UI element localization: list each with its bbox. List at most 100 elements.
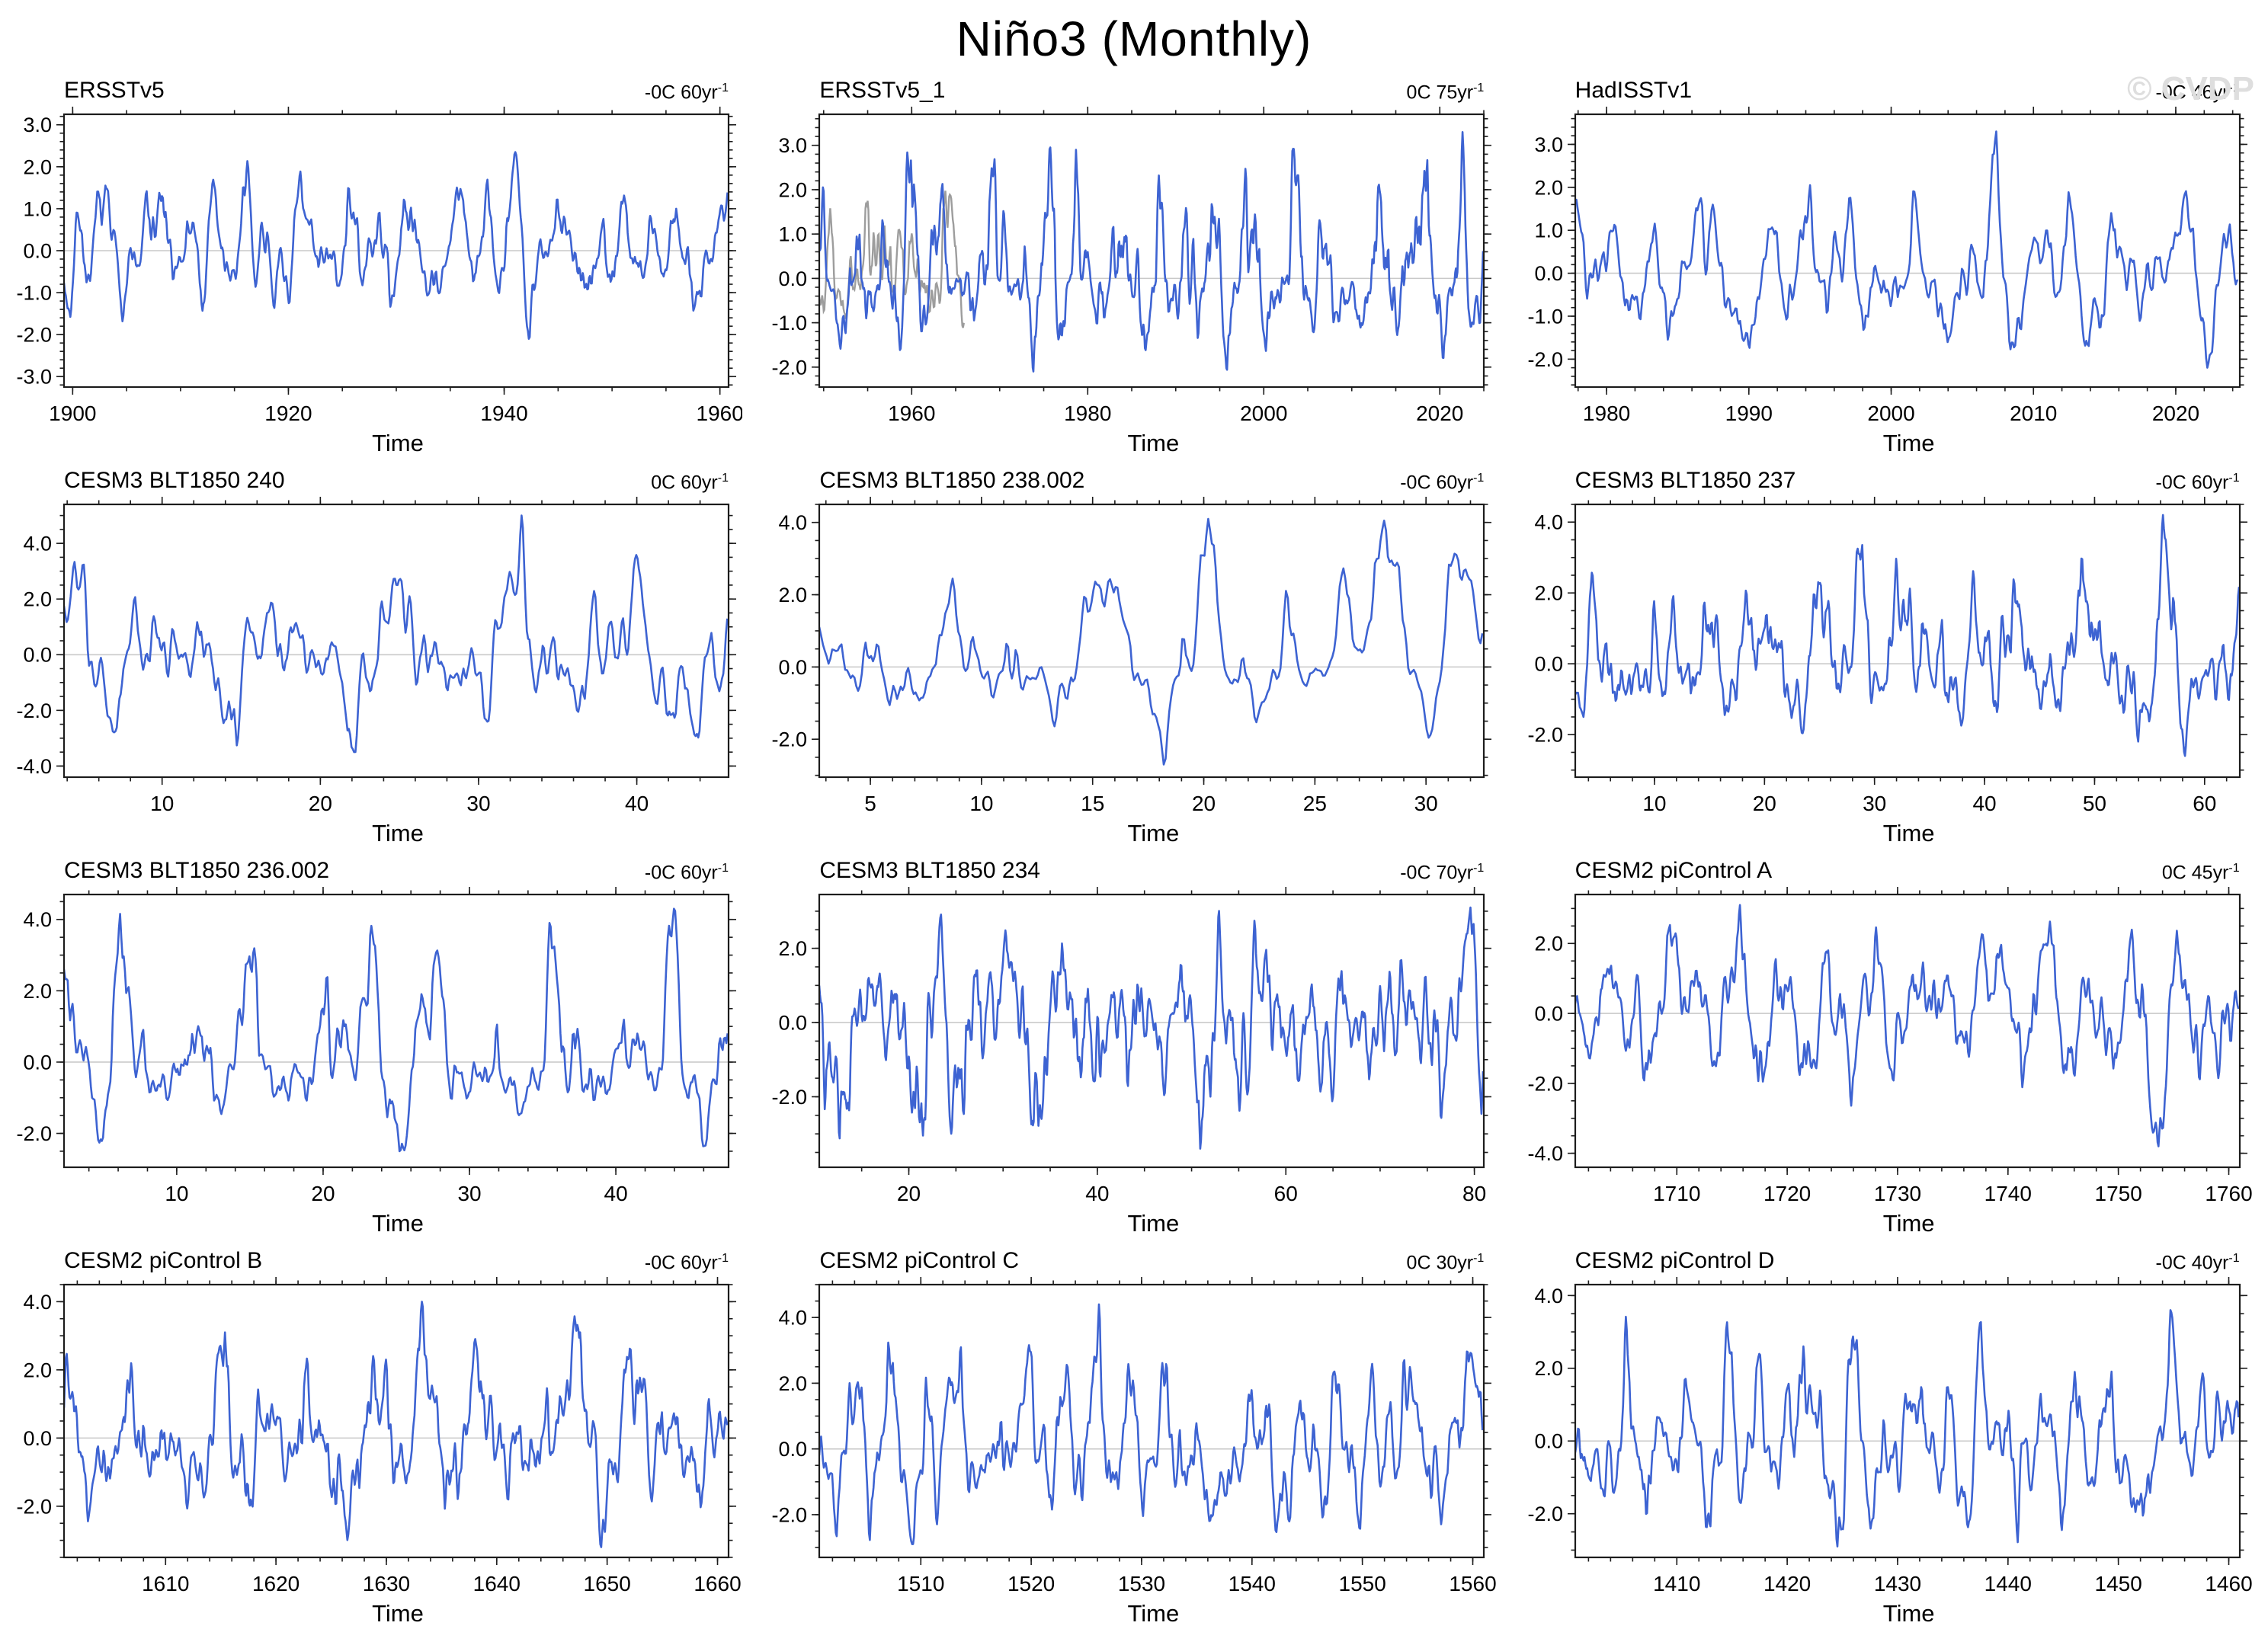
x-tick-label: 1990: [1725, 402, 1772, 425]
y-tick-label: 1.0: [779, 223, 808, 246]
y-tick-label: -2.0: [772, 728, 808, 751]
timeseries-plot: -2.0 0.0 2.0 20 40 60 80: [772, 887, 1492, 1205]
panel-trend-annotation: -0C 40yr-1: [2156, 1252, 2240, 1274]
x-axis-label: Time: [1127, 1210, 1180, 1237]
x-tick-label: 40: [604, 1182, 628, 1205]
x-tick-label: 1980: [1064, 402, 1111, 425]
trend-exponent: -1: [2228, 1251, 2240, 1265]
chart-panel: CESM3 BLT1850 234 -0C 70yr-1 -2.0 0.0 2.0 2…: [766, 853, 1498, 1239]
panel-header: HadISSTv1 -0C 46yr-1: [1522, 73, 2254, 104]
trend-text: -0C 46yr: [2155, 82, 2229, 103]
cvdp-watermark: © CVDP: [2127, 70, 2254, 107]
y-tick-label: -2.0: [16, 1122, 52, 1145]
x-tick-label: 1460: [2205, 1572, 2252, 1595]
y-tick-label: 0.0: [779, 1438, 808, 1461]
x-tick-label: 10: [970, 792, 994, 815]
y-tick-label: 2.0: [1534, 582, 1563, 605]
x-tick-label: 1520: [1007, 1572, 1055, 1595]
panel-header: CESM3 BLT1850 237 -0C 60yr-1: [1522, 463, 2254, 494]
x-axis-label: Time: [372, 1600, 424, 1627]
trend-text: -0C 60yr: [1400, 472, 1474, 493]
x-tick-label: 20: [897, 1182, 921, 1205]
panel-title: CESM3 BLT1850 240: [64, 468, 285, 493]
y-tick-label: -2.0: [772, 356, 808, 379]
x-axis-label: Time: [372, 1210, 424, 1237]
x-tick-label: 40: [1972, 792, 1996, 815]
y-tick-label: 0.0: [779, 267, 808, 290]
panel-header: CESM3 BLT1850 238.002 -0C 60yr-1: [766, 463, 1498, 494]
x-tick-label: 1730: [1873, 1182, 1920, 1205]
x-tick-label: 30: [457, 1182, 481, 1205]
y-tick-label: -2.0: [16, 1495, 52, 1518]
x-tick-label: 20: [1752, 792, 1776, 815]
panel-title: CESM2 piControl B: [64, 1248, 263, 1273]
x-tick-label: 1750: [2094, 1182, 2141, 1205]
x-tick-label: 20: [309, 792, 332, 815]
y-tick-label: 2.0: [23, 155, 52, 178]
panel-trend-annotation: 0C 60yr-1: [651, 472, 729, 494]
y-tick-label: -2.0: [1527, 1072, 1563, 1095]
y-tick-label: 4.0: [1534, 1285, 1563, 1307]
y-tick-label: 0.0: [23, 1051, 52, 1074]
y-tick-label: -1.0: [16, 282, 52, 305]
y-tick-label: 2.0: [23, 980, 52, 1003]
panel-header: CESM2 piControl D -0C 40yr-1: [1522, 1243, 2254, 1274]
y-tick-label: 3.0: [23, 114, 52, 136]
y-tick-label: -1.0: [772, 312, 808, 334]
x-tick-label: 1550: [1339, 1572, 1386, 1595]
timeseries-plot: -2.0 0.0 2.0 4.0 1610 1620 1630 1640 1650 1660: [16, 1277, 742, 1595]
trend-text: 0C 60yr: [651, 472, 718, 493]
x-tick-label: 2010: [2010, 402, 2057, 425]
trend-text: 0C 45yr: [2161, 862, 2229, 883]
timeseries-plot: -2.0 0.0 2.0 4.0 1410 1420 1430 1440 1450 1460: [1527, 1277, 2252, 1595]
chart-panel: CESM2 piControl D -0C 40yr-1 -2.0 0.0 2.0 4…: [1522, 1243, 2254, 1629]
panel-header: CESM3 BLT1850 240 0C 60yr-1: [11, 463, 742, 494]
x-tick-label: 1420: [1763, 1572, 1811, 1595]
y-tick-label: 2.0: [779, 178, 808, 201]
panel-trend-annotation: -0C 60yr-1: [1400, 472, 1484, 494]
panel-header: CESM3 BLT1850 234 -0C 70yr-1: [766, 853, 1498, 884]
panel-trend-annotation: 0C 75yr-1: [1407, 82, 1485, 104]
panel-trend-annotation: -0C 46yr-1: [2156, 82, 2240, 104]
y-tick-label: -2.0: [1527, 1503, 1563, 1525]
y-tick-label: 0.0: [1534, 1003, 1563, 1026]
x-tick-label: 60: [1274, 1182, 1298, 1205]
x-tick-label: 1430: [1873, 1572, 1920, 1595]
x-tick-label: 1660: [694, 1572, 741, 1595]
timeseries-plot: -2.0 -1.0 0.0 1.0 2.0 3.0 1980 1990 2000 2010 2020: [1527, 107, 2247, 425]
x-tick-label: 2020: [2151, 402, 2199, 425]
x-tick-label: 60: [2193, 792, 2216, 815]
y-tick-label: 0.0: [1534, 262, 1563, 285]
y-tick-label: 4.0: [23, 1291, 52, 1314]
panel-header: CESM2 piControl C 0C 30yr-1: [766, 1243, 1498, 1274]
trend-exponent: -1: [2228, 861, 2240, 875]
x-tick-label: 30: [466, 792, 490, 815]
y-tick-label: 2.0: [779, 584, 808, 606]
chart-panel: CESM3 BLT1850 236.002 -0C 60yr-1 -2.0 0.0…: [11, 853, 742, 1239]
y-tick-label: 3.0: [779, 134, 808, 157]
x-axis-label: Time: [1127, 820, 1180, 847]
trend-text: -0C 40yr: [2155, 1252, 2229, 1273]
trend-exponent: -1: [1473, 471, 1485, 485]
y-tick-label: 4.0: [23, 533, 52, 555]
panel-title: CESM2 piControl A: [1574, 858, 1773, 883]
panel-header: CESM2 piControl B -0C 60yr-1: [11, 1243, 742, 1274]
x-tick-label: 1540: [1228, 1572, 1276, 1595]
y-tick-label: 0.0: [779, 1011, 808, 1034]
y-tick-label: 2.0: [779, 1372, 808, 1395]
trend-text: -0C 60yr: [2155, 472, 2229, 493]
x-tick-label: 30: [1863, 792, 1886, 815]
trend-text: -0C 60yr: [644, 82, 718, 103]
chart-panel: CESM2 piControl C 0C 30yr-1 -2.0 0.0 2.0 4.…: [766, 1243, 1498, 1629]
panel-title: CESM3 BLT1850 238.002: [819, 468, 1085, 493]
x-tick-label: 1960: [888, 402, 935, 425]
x-tick-label: 1760: [2205, 1182, 2252, 1205]
x-tick-label: 10: [1642, 792, 1666, 815]
trend-text: 0C 75yr: [1406, 82, 1474, 103]
trend-text: -0C 60yr: [644, 862, 718, 883]
x-tick-label: 1710: [1653, 1182, 1700, 1205]
y-tick-label: -4.0: [1527, 1142, 1563, 1165]
x-tick-label: 1560: [1450, 1572, 1497, 1595]
x-tick-label: 20: [311, 1182, 335, 1205]
y-tick-label: -3.0: [16, 366, 52, 389]
